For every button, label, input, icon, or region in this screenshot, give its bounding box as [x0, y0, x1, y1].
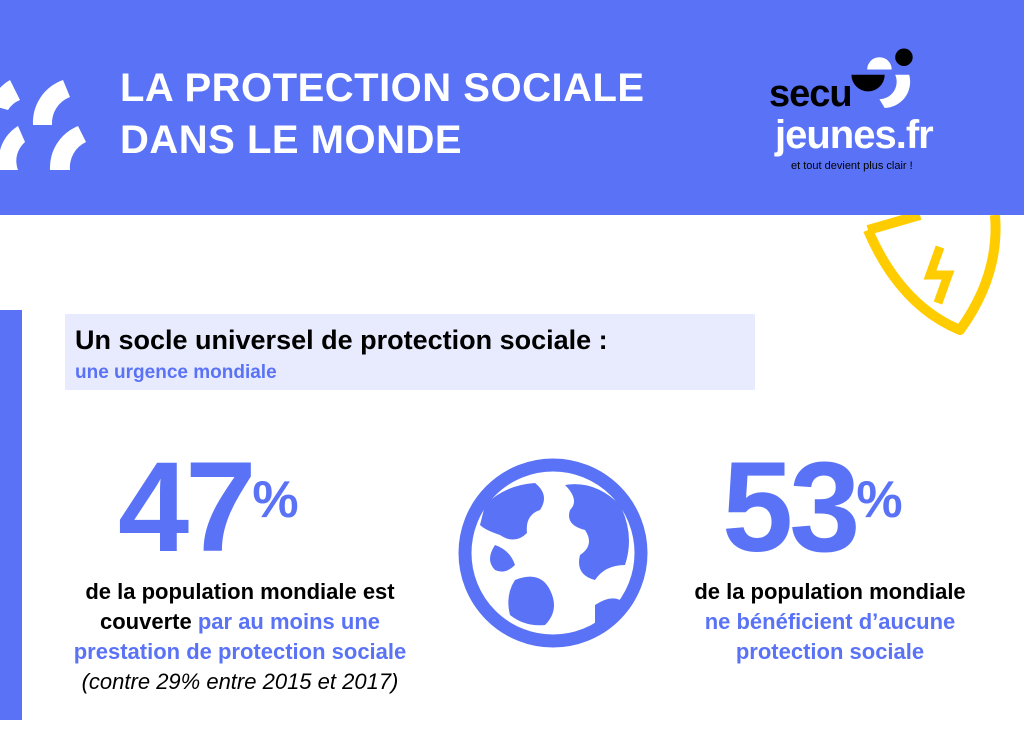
title-line-1: LA PROTECTION SOCIALE [120, 66, 645, 110]
logo-secu: secu [769, 73, 853, 115]
stat-left-value: 47% [118, 444, 299, 572]
stat-right-text: de la population mondiale ne bénéficient… [685, 577, 975, 667]
title-line-2: DANS LE MONDE [120, 118, 463, 162]
logo-tagline: et tout devient plus clair ! [791, 160, 913, 172]
side-accent-bar [0, 310, 22, 720]
secu-jeunes-logo: secu jeunes.fr et tout devient plus clai… [765, 45, 1005, 180]
stat-left-text-black: de la population mondiale est couverte [85, 579, 395, 634]
stat-left-number: 47 [118, 436, 256, 579]
stat-right-number: 53 [722, 436, 860, 579]
stat-right-text-blue: ne bénéficient d’aucune protection socia… [704, 609, 956, 664]
logo-jeunes: jeunes.fr [775, 113, 934, 157]
page-title: LA PROTECTION SOCIALE DANS LE MONDE [120, 62, 645, 166]
section-heading: Un socle universel de protection sociale… [75, 325, 608, 355]
stat-left-text-italic: (contre 29% entre 2015 et 2017) [81, 669, 399, 694]
header-banner: LA PROTECTION SOCIALE DANS LE MONDE secu… [0, 0, 1024, 215]
logo-mark-icon [851, 48, 913, 108]
stat-right-unit: % [856, 471, 903, 529]
section-heading-box: Un socle universel de protection sociale… [65, 314, 755, 390]
stat-right-text-black: de la population mondiale [694, 579, 966, 604]
arc-decoration-icon [0, 80, 86, 170]
stat-left-text: de la population mondiale est couverte p… [60, 577, 420, 697]
stat-left-unit: % [252, 471, 299, 529]
stat-right-value: 53% [722, 444, 903, 572]
stat-left-text-blue: par au moins une prestation de protectio… [73, 609, 407, 664]
globe-icon [458, 458, 648, 648]
shield-lightning-icon [863, 215, 1001, 335]
section-subheading: une urgence mondiale [75, 362, 277, 383]
